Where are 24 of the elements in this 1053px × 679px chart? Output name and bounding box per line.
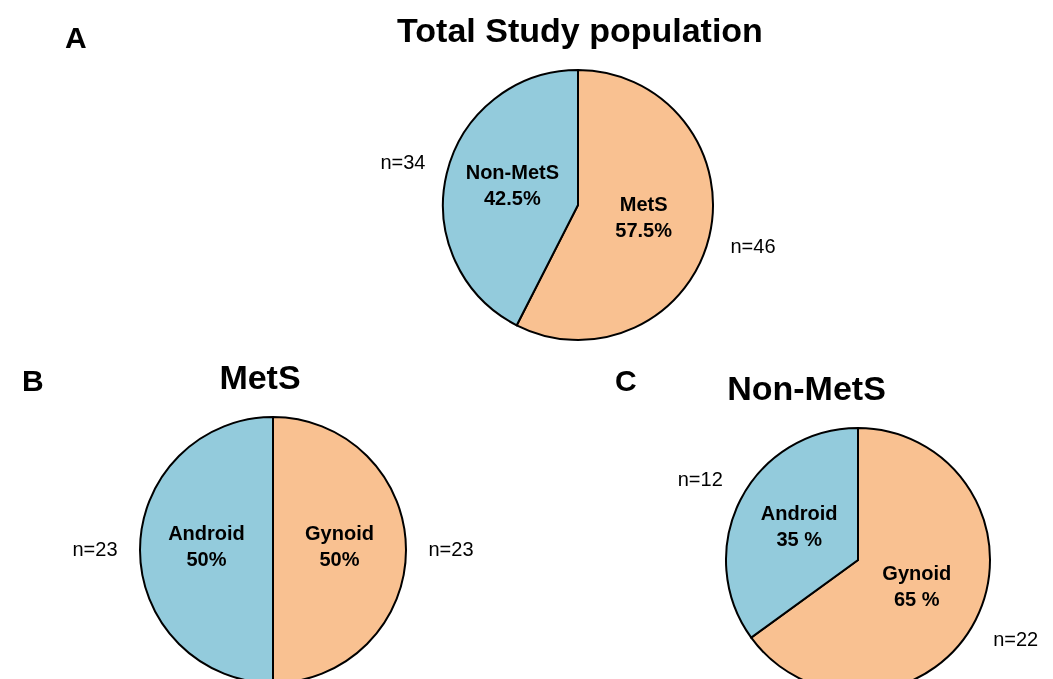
text: n=23 [428,538,474,560]
text: n=12 [677,467,723,490]
slice-label: Gynoid [882,561,952,584]
data-label: 42.5% [484,187,541,210]
slice-label: Android [760,502,838,525]
chart-title: Total Study population [396,10,764,50]
chart-title: MetS [219,358,301,396]
text: n=34 [380,150,426,173]
text: n=23 [72,538,118,560]
slice-label: Non-MetS [465,161,560,184]
text: n=22 [993,628,1039,651]
text: n=46 [730,235,776,258]
data-label: 50% [319,548,360,570]
chart-title: Non-MetS [727,369,886,407]
slice-label: Android [168,522,245,544]
slice-label: MetS [619,192,668,215]
data-label: 50% [186,548,227,570]
data-label: 35 % [776,528,823,551]
data-label: 57.5% [615,218,673,241]
text: C [615,363,637,399]
slice-label: Gynoid [305,522,374,544]
data-label: 65 % [894,587,940,610]
text: B [22,363,44,399]
text: A [65,20,87,56]
